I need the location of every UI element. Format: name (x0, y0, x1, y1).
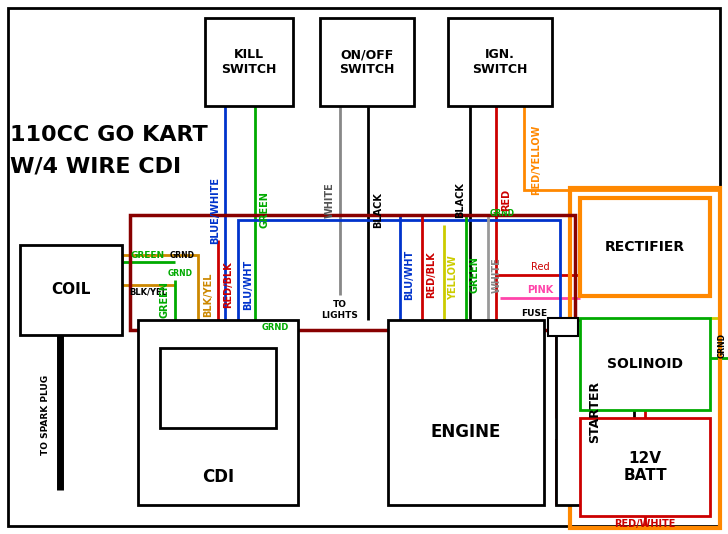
Text: GREEN: GREEN (470, 256, 480, 294)
Bar (556, 320, 634, 505)
Text: GREEN: GREEN (260, 192, 270, 229)
Bar (388, 320, 544, 505)
Text: BLUE/WHITE: BLUE/WHITE (210, 177, 220, 244)
Bar (580, 198, 710, 296)
Text: WHITE: WHITE (325, 182, 335, 218)
Text: GREEN: GREEN (160, 281, 170, 318)
Text: RED: RED (501, 189, 511, 211)
Text: BLK/YEL: BLK/YEL (129, 287, 167, 296)
Bar (130, 215, 575, 330)
Text: GRND: GRND (170, 250, 194, 260)
Bar (580, 318, 710, 410)
Text: W/4 WIRE CDI: W/4 WIRE CDI (10, 157, 181, 177)
Text: Red: Red (531, 262, 550, 272)
Bar (448, 18, 552, 106)
Text: RED/BLK: RED/BLK (223, 262, 233, 308)
Text: RED/YELLOW: RED/YELLOW (531, 125, 541, 195)
Text: SOLINOID: SOLINOID (607, 357, 683, 371)
Text: TO
LIGHTS: TO LIGHTS (322, 300, 358, 320)
Text: COIL: COIL (51, 282, 91, 297)
Text: RED/WHITE: RED/WHITE (614, 519, 676, 529)
Bar (20, 245, 122, 335)
Text: WHITE: WHITE (492, 257, 502, 293)
Text: IGN.
SWITCH: IGN. SWITCH (472, 48, 528, 76)
Text: GRND: GRND (718, 333, 727, 357)
Text: PINK: PINK (527, 285, 553, 295)
Text: GRND: GRND (261, 324, 289, 333)
Bar (570, 188, 720, 528)
Text: FUSE: FUSE (521, 310, 547, 318)
Text: BLU/WHT: BLU/WHT (404, 250, 414, 300)
Bar (205, 18, 293, 106)
Text: CDI: CDI (202, 468, 234, 486)
Text: ENGINE: ENGINE (431, 423, 501, 441)
Text: BLK/YEL: BLK/YEL (203, 273, 213, 317)
Text: 12V
BATT: 12V BATT (623, 451, 667, 483)
Bar (320, 18, 414, 106)
Text: KILL
SWITCH: KILL SWITCH (221, 48, 277, 76)
Text: STARTER: STARTER (588, 381, 601, 443)
Text: ON/OFF
SWITCH: ON/OFF SWITCH (339, 48, 395, 76)
Text: TO SPARK PLUG: TO SPARK PLUG (41, 375, 50, 455)
Text: BLACK: BLACK (373, 192, 383, 228)
Text: YELLOW: YELLOW (448, 256, 458, 300)
Text: RECTIFIER: RECTIFIER (605, 240, 685, 254)
Text: BLACK: BLACK (455, 182, 465, 218)
Text: BLU/WHT: BLU/WHT (243, 260, 253, 310)
Bar (548, 318, 578, 336)
Text: GRND: GRND (167, 269, 192, 278)
Bar (580, 418, 710, 516)
Text: 110CC GO KART: 110CC GO KART (10, 125, 207, 145)
Text: GRND: GRND (489, 208, 515, 217)
Text: RED/BLK: RED/BLK (426, 252, 436, 299)
Bar (138, 320, 298, 505)
Text: GREEN: GREEN (131, 250, 165, 260)
Bar (160, 348, 276, 428)
